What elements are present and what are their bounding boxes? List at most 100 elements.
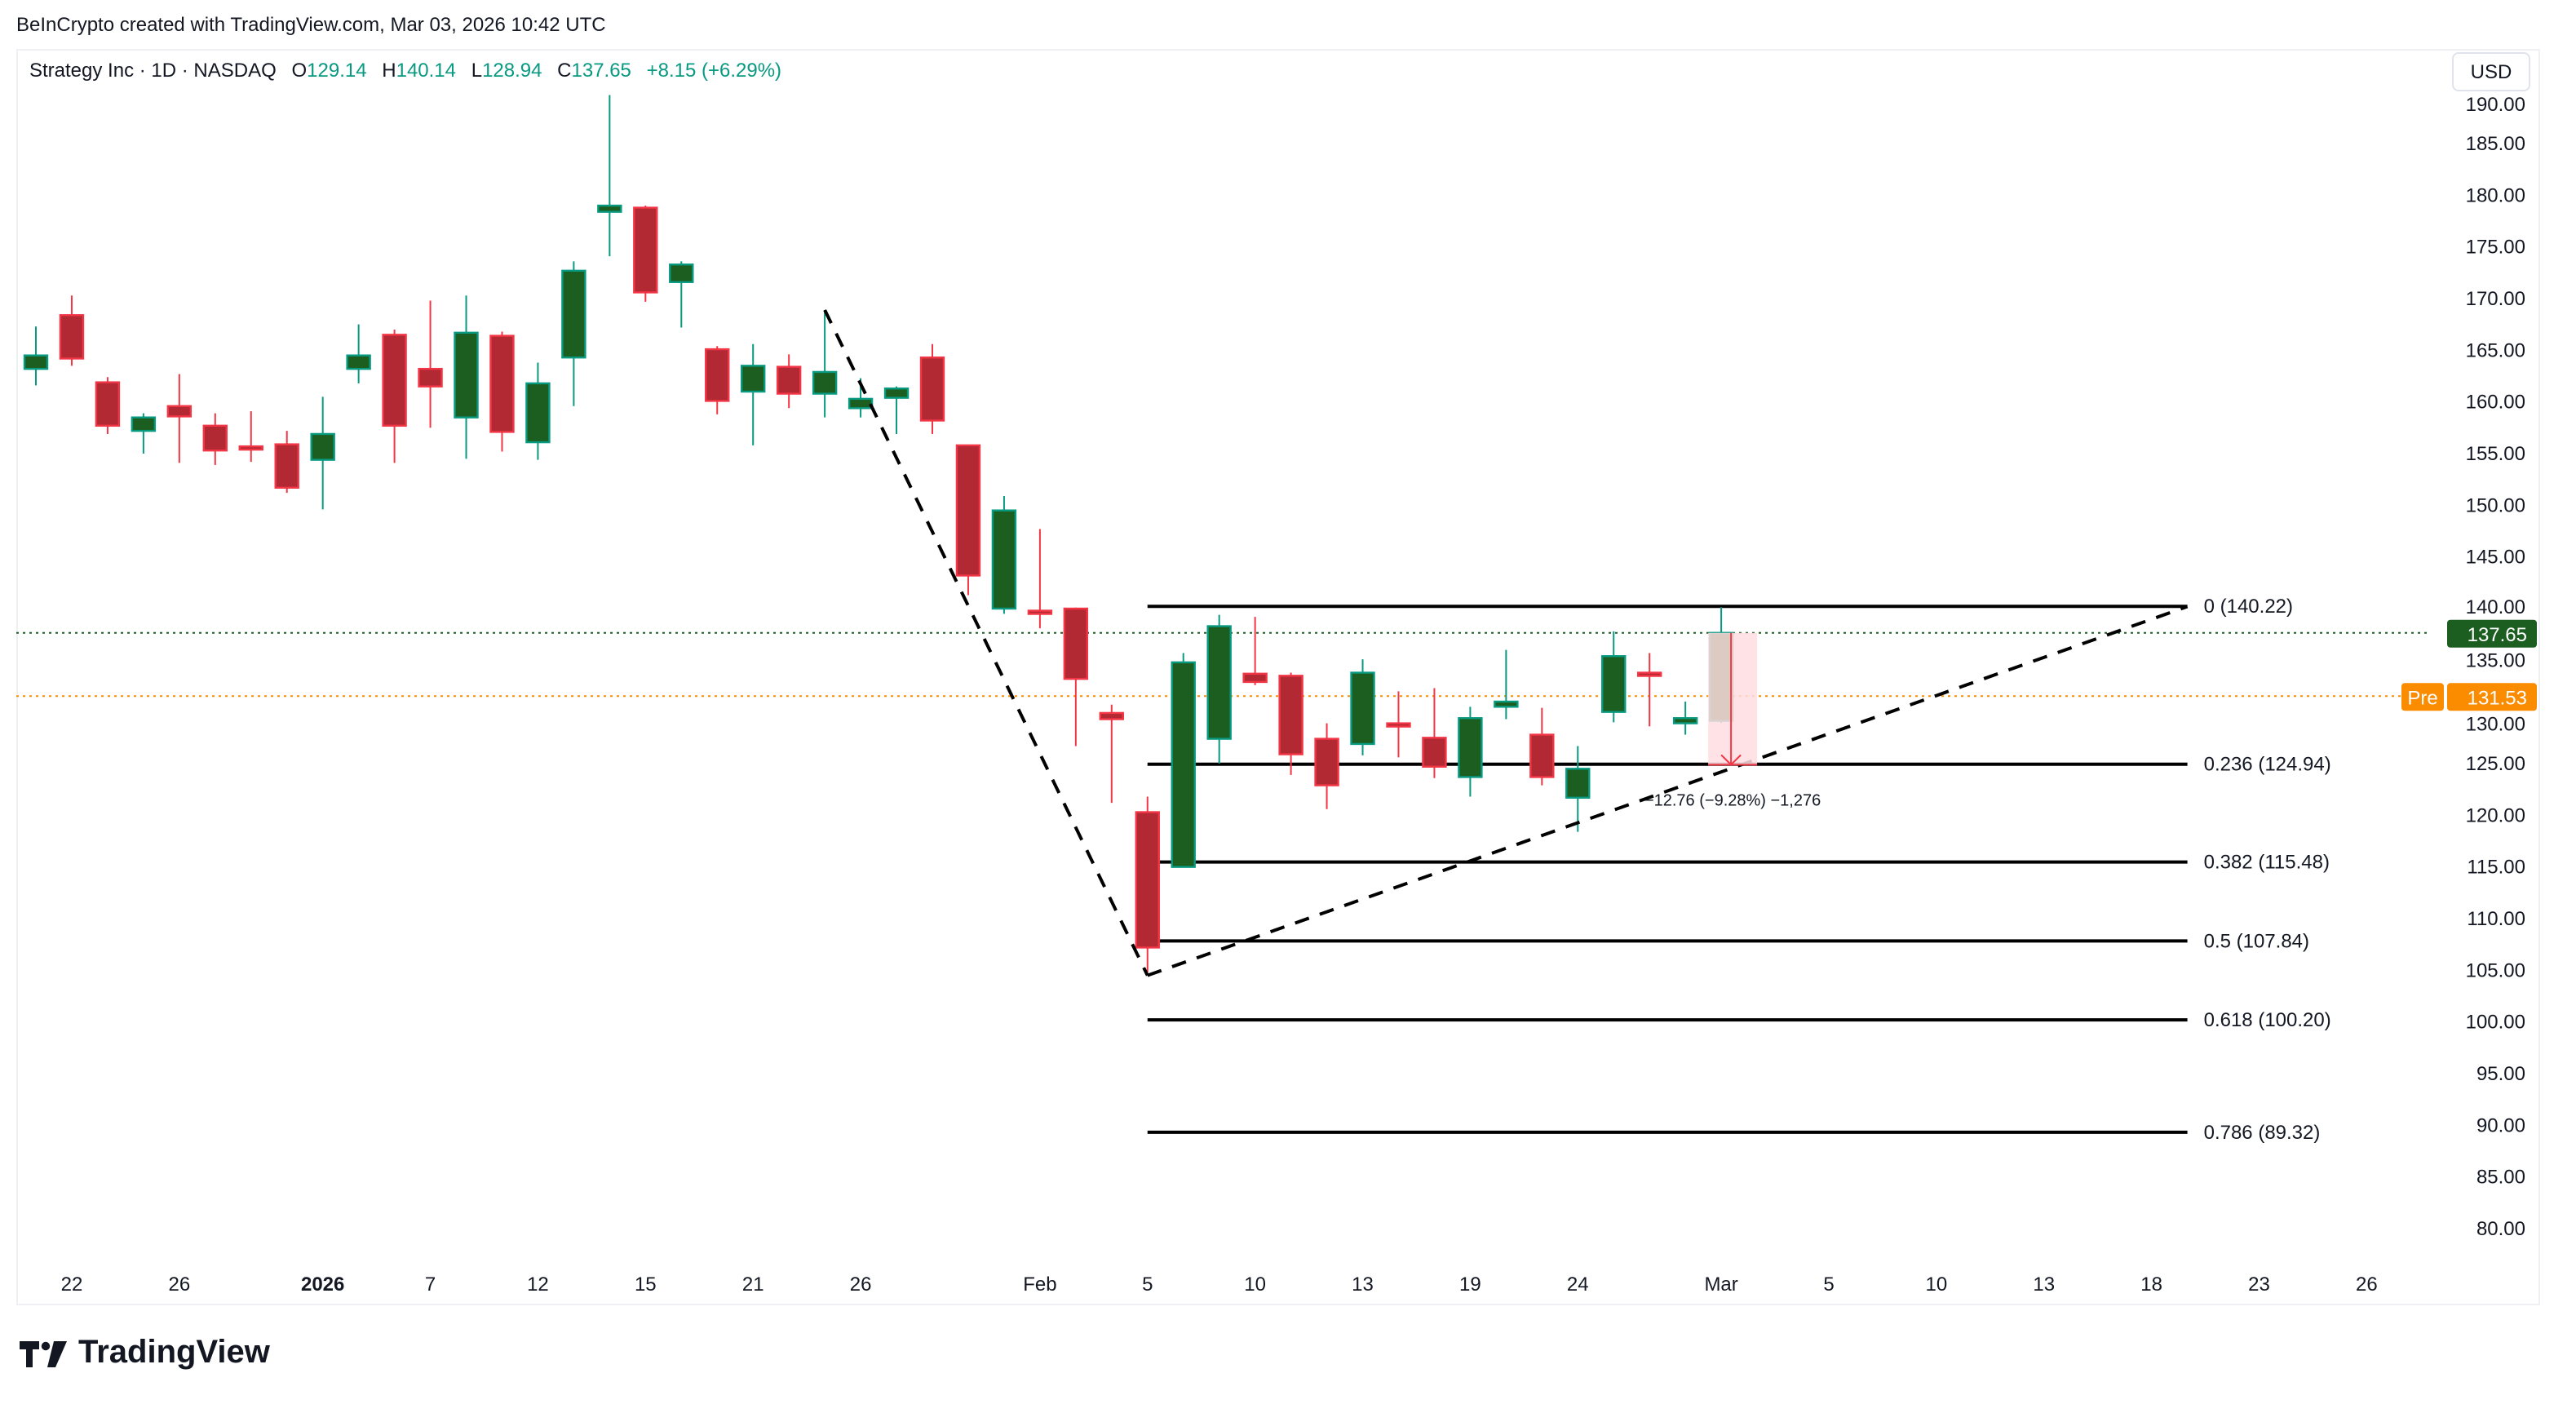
candle-body	[1565, 768, 1591, 799]
x-tick-label: 21	[742, 1273, 764, 1296]
candle-body	[166, 405, 193, 418]
candle-down	[1529, 707, 1555, 786]
x-tick-label: 26	[850, 1273, 872, 1296]
candle-body	[1350, 671, 1375, 746]
candle-body	[1063, 607, 1089, 680]
candle-body	[310, 432, 335, 461]
candle-down	[919, 343, 945, 434]
candle-body	[812, 370, 838, 395]
candle-down	[1063, 607, 1089, 746]
last-price-tag	[2447, 619, 2537, 648]
x-tick-label: 13	[1352, 1273, 1374, 1296]
candle-up	[1565, 746, 1591, 832]
x-tick-label: 19	[1459, 1273, 1481, 1296]
candle-body	[1672, 717, 1698, 724]
candle-down	[955, 444, 981, 596]
candle-body	[1027, 609, 1053, 615]
candle-body	[1314, 738, 1339, 786]
tradingview-logo[interactable]: TradingView	[20, 1335, 270, 1372]
candle-down	[633, 206, 658, 302]
candle-up	[1171, 653, 1196, 868]
candle-down	[95, 377, 121, 434]
candle-body	[776, 365, 802, 395]
y-tick-label: 180.00	[2466, 184, 2525, 206]
candle-body	[454, 331, 479, 419]
x-tick-label: 23	[2248, 1273, 2270, 1296]
logo-text: TradingView	[78, 1335, 270, 1371]
y-tick-label: 125.00	[2466, 753, 2525, 775]
low-label: L	[471, 59, 483, 82]
premarket-price-tag	[2447, 683, 2537, 711]
close-label: C	[557, 59, 572, 82]
measure-box	[1708, 632, 1758, 765]
fib-level-label: 0.236 (124.94)	[2204, 754, 2331, 776]
candle-down	[1314, 723, 1339, 809]
candle-up	[1601, 631, 1627, 723]
candle-body	[23, 354, 49, 370]
x-tick-label: 22	[61, 1273, 83, 1296]
candle-body	[1636, 671, 1662, 677]
candle-body	[1171, 661, 1196, 868]
candle-down	[776, 354, 802, 409]
x-tick-label: 26	[2356, 1273, 2378, 1296]
candle-down	[1027, 529, 1053, 629]
candle-up	[669, 261, 694, 328]
candle-up	[1458, 706, 1483, 797]
high-value: 140.14	[396, 59, 456, 82]
y-tick-label: 150.00	[2466, 494, 2525, 516]
premarket-tag-prefix	[2401, 683, 2444, 711]
candle-up	[1672, 701, 1698, 735]
currency-button[interactable]: USD	[2452, 52, 2530, 91]
x-tick-label: 5	[1142, 1273, 1153, 1296]
measure-label: −12.76 (−9.28%) −1,276	[1644, 791, 1821, 809]
y-tick-label: 100.00	[2466, 1012, 2525, 1034]
candle-up	[883, 386, 910, 434]
candle-body	[238, 445, 263, 451]
y-tick-label: 165.00	[2466, 339, 2525, 361]
x-tick-label: 18	[2140, 1273, 2162, 1296]
candle-body	[202, 424, 228, 452]
x-tick-label: 2026	[301, 1273, 344, 1296]
y-tick-label: 115.00	[2467, 857, 2525, 879]
candle-body	[561, 269, 586, 359]
candle-body	[1386, 722, 1411, 728]
candle-body	[705, 348, 730, 402]
y-tick-label: 110.00	[2467, 908, 2525, 930]
candle-up	[561, 261, 586, 406]
y-tick-label: 130.00	[2466, 713, 2525, 735]
candle-up	[346, 324, 371, 383]
y-tick-label: 120.00	[2466, 804, 2525, 826]
candle-body	[1422, 737, 1447, 768]
candle-down	[1278, 672, 1303, 775]
candle-body	[1242, 672, 1268, 684]
low-value: 128.94	[482, 59, 542, 82]
x-tick-label: 15	[635, 1273, 657, 1296]
y-tick-label: 185.00	[2466, 133, 2525, 155]
x-tick-label: Mar	[1704, 1273, 1737, 1296]
candle-body	[95, 381, 121, 427]
premarket-price-label: 131.53	[2468, 687, 2527, 709]
x-tick-label: Feb	[1023, 1273, 1056, 1296]
symbol-title[interactable]: Strategy Inc · 1D · NASDAQ	[29, 59, 277, 82]
fib-level-label: 0.5 (107.84)	[2204, 930, 2309, 952]
open-label: O	[291, 59, 308, 82]
fib-level-label: 0.618 (100.20)	[2204, 1009, 2331, 1031]
candle-body	[1135, 811, 1160, 949]
x-tick-label: 24	[1567, 1273, 1589, 1296]
candle-body	[1458, 717, 1483, 778]
candle-body	[741, 365, 766, 393]
candle-down	[1242, 617, 1268, 685]
y-tick-label: 155.00	[2466, 443, 2525, 465]
candle-down	[59, 295, 85, 366]
fib-level-label: 0.786 (89.32)	[2204, 1122, 2321, 1144]
y-tick-label: 175.00	[2466, 237, 2525, 259]
y-tick-label: 135.00	[2466, 649, 2525, 671]
y-tick-label: 140.00	[2466, 596, 2525, 618]
candle-up	[454, 295, 479, 459]
candle-body	[418, 367, 443, 388]
candle-body	[131, 416, 157, 432]
last-price-tag-label: 137.65	[2468, 624, 2527, 646]
candle-down	[489, 331, 515, 452]
fib-level-label: 0 (140.22)	[2204, 596, 2293, 618]
